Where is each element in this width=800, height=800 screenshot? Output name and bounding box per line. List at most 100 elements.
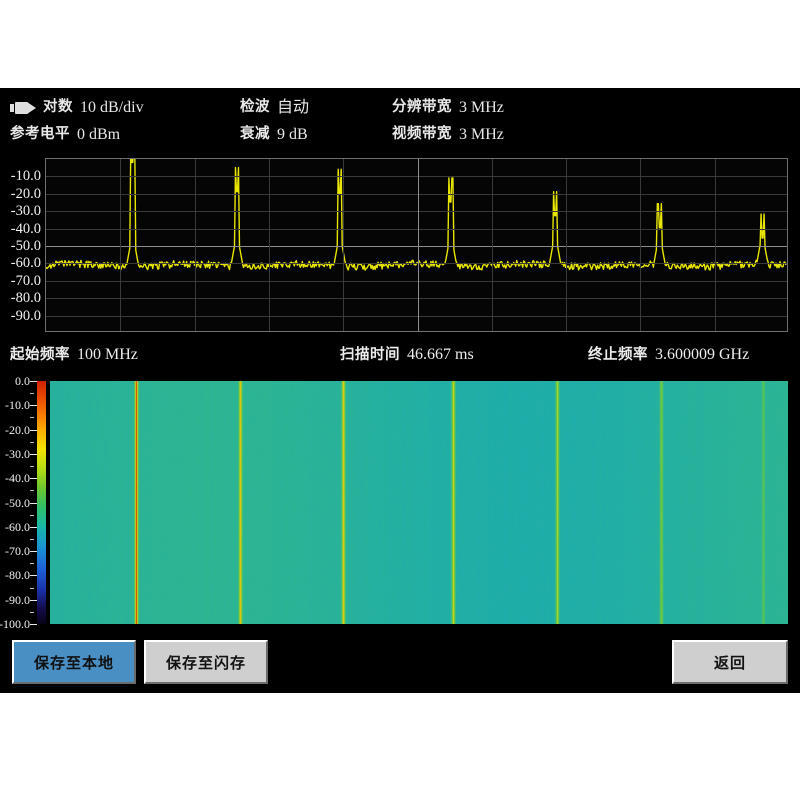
spectrum-ytick-label: -70.0 — [10, 272, 41, 289]
attenuation-value: 9 dB — [277, 126, 308, 143]
waterfall-colorbar-tick — [30, 429, 37, 431]
waterfall-colorbar-tick — [30, 526, 37, 528]
spectrum-gridline-v — [640, 159, 642, 331]
sweep-time[interactable]: 扫描时间 46.667 ms — [340, 340, 474, 370]
spectrum-gridline-h — [46, 280, 787, 282]
waterfall-colorbar-label: -80.0 — [5, 568, 30, 583]
spectrum-gridline-h — [46, 298, 787, 300]
spectrum-ytick-label: -40.0 — [10, 220, 41, 237]
spectrum-ytick-label: -90.0 — [10, 307, 41, 324]
waterfall-colorbar-tick — [30, 405, 37, 407]
waterfall-colorbar-tick-minor — [30, 490, 34, 492]
rbw-value: 3 MHz — [459, 99, 504, 116]
softkey-bar: 保存至本地 保存至闪存 返回 — [0, 640, 800, 688]
stop-frequency-label: 终止频率 — [588, 347, 648, 363]
log-scale-value: 10 dB/div — [80, 99, 144, 116]
waterfall-colorbar-tick-minor — [30, 441, 34, 443]
waterfall-colorbar-label: -40.0 — [5, 471, 30, 486]
save-to-flash-button[interactable]: 保存至闪存 — [144, 640, 268, 684]
waterfall-colorbar-label: -10.0 — [5, 398, 30, 413]
spectrum-gridline-v — [194, 159, 196, 331]
waterfall-colorbar-label: -100.0 — [0, 617, 30, 631]
start-frequency-value: 100 MHz — [77, 346, 138, 363]
ref-level-label: 参考电平 — [10, 126, 70, 142]
spectrum-y-axis: -10.0 -20.0 -30.0 -40.0 -50.0 -60.0 -70.0 -80.0… — [0, 150, 43, 340]
spectrum-gridline-h — [46, 315, 787, 317]
spectrum-gridline-h — [46, 193, 787, 195]
waterfall-colorbar-tick-minor — [30, 563, 34, 565]
waterfall-colorbar-tick — [30, 478, 37, 480]
rbw-label: 分辨带宽 — [392, 99, 452, 115]
spectrum-ytick-label: -50.0 — [10, 237, 41, 254]
waterfall-colorbar-tick-minor — [30, 393, 34, 395]
waterfall-colorbar-label: -60.0 — [5, 519, 30, 534]
back-button[interactable]: 返回 — [672, 640, 788, 684]
log-scale-label: 对数 — [43, 99, 73, 115]
header-cell-log-scale[interactable]: 对数 10 dB/div — [10, 94, 144, 121]
spectrum-gridline-h — [46, 263, 787, 265]
waterfall-colorbar-tick-minor — [30, 417, 34, 419]
instrument-panel: 对数 10 dB/div 检波 自动 分辨带宽 3 MHz 参考电平 0 dBm… — [0, 88, 800, 693]
spectrum-gridline-v — [491, 159, 493, 331]
waterfall-colorbar-label: -20.0 — [5, 422, 30, 437]
spectrum-gridline-v — [714, 159, 716, 331]
header-row-scale: 对数 10 dB/div 检波 自动 分辨带宽 3 MHz — [0, 94, 800, 121]
spectrum-gridline-h — [46, 211, 787, 213]
waterfall-colorbar-tick-minor — [30, 514, 34, 516]
spectrum-plot-area[interactable] — [45, 158, 788, 332]
waterfall-colorbar-label: -30.0 — [5, 446, 30, 461]
waterfall-colorbar-label: 0.0 — [15, 374, 30, 388]
header-cell-rbw[interactable]: 分辨带宽 3 MHz — [392, 94, 504, 121]
detector-value: 自动 — [277, 99, 310, 116]
waterfall-colorbar-tick — [30, 551, 37, 553]
waterfall-colorbar-label: -70.0 — [5, 544, 30, 559]
spectrum-gridline-h — [46, 246, 787, 247]
spectrum-gridline-v — [268, 159, 270, 331]
header-cell-attenuation[interactable]: 衰减 9 dB — [240, 121, 308, 148]
waterfall-plot-area[interactable] — [50, 381, 788, 624]
start-frequency-label: 起始频率 — [10, 347, 70, 363]
header-cell-ref-level[interactable]: 参考电平 0 dBm — [10, 121, 120, 148]
detector-label: 检波 — [240, 99, 270, 115]
waterfall-colorbar-label: -90.0 — [5, 592, 30, 607]
vbw-label: 视频带宽 — [392, 126, 452, 142]
stop-frequency[interactable]: 终止频率 3.600009 GHz — [588, 340, 749, 370]
spectrum-gridline-h — [46, 176, 787, 178]
waterfall-colorbar-tick-minor — [30, 587, 34, 589]
spectrum-graph[interactable]: -10.0 -20.0 -30.0 -40.0 -50.0 -60.0 -70.0 -80.0… — [0, 150, 800, 340]
spectrum-ytick-label: -10.0 — [10, 168, 41, 185]
waterfall-colorbar-tick — [30, 453, 37, 455]
waterfall-canvas — [50, 381, 788, 624]
spectrum-gridline-v — [566, 159, 568, 331]
waterfall-colorbar-tick-minor — [30, 466, 34, 468]
save-to-local-button[interactable]: 保存至本地 — [12, 640, 136, 684]
sweep-time-label: 扫描时间 — [340, 347, 400, 363]
waterfall-display[interactable]: 0.0 -10.0 -20.0 -30.0 -40.0 -50.0 -60.0 -70.0 -8… — [0, 374, 800, 631]
waterfall-colorbar-tick — [30, 502, 37, 504]
stop-frequency-value: 3.600009 GHz — [655, 346, 750, 363]
waterfall-colorbar-tick — [30, 624, 37, 625]
trace-marker-icon — [10, 101, 36, 114]
header-cell-vbw[interactable]: 视频带宽 3 MHz — [392, 121, 504, 148]
vbw-value: 3 MHz — [459, 126, 504, 143]
ref-level-value: 0 dBm — [77, 126, 121, 143]
frequency-status-bar: 起始频率 100 MHz 扫描时间 46.667 ms 终止频率 3.60000… — [0, 340, 800, 370]
spectrum-gridline-v — [343, 159, 345, 331]
start-frequency[interactable]: 起始频率 100 MHz — [10, 340, 138, 370]
waterfall-colorbar-tick-minor — [30, 611, 34, 613]
waterfall-colorbar-ticks — [30, 378, 37, 630]
attenuation-label: 衰减 — [240, 126, 270, 142]
spectrum-trace — [46, 159, 787, 271]
waterfall-colorbar-tick — [30, 599, 37, 601]
waterfall-colorbar-labels: 0.0 -10.0 -20.0 -30.0 -40.0 -50.0 -60.0 -70.0 -8… — [0, 374, 30, 631]
spectrum-ytick-label: -80.0 — [10, 289, 41, 306]
sweep-time-value: 46.667 ms — [407, 346, 474, 363]
spectrum-gridline-h — [46, 228, 787, 230]
waterfall-colorbar-label: -50.0 — [5, 495, 30, 510]
spectrum-ytick-label: -60.0 — [10, 255, 41, 272]
spectrum-ytick-label: -20.0 — [10, 185, 41, 202]
spectrum-gridline-v — [120, 159, 122, 331]
header-cell-detector[interactable]: 检波 自动 — [240, 94, 309, 121]
header-row-level: 参考电平 0 dBm 衰减 9 dB 视频带宽 3 MHz — [0, 121, 800, 148]
